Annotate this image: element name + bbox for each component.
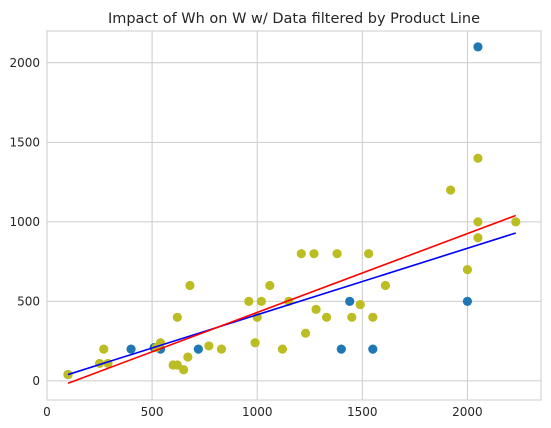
data-point — [368, 313, 377, 322]
chart-title: Impact of Wh on W w/ Data filtered by Pr… — [108, 11, 480, 27]
data-point — [381, 281, 390, 290]
data-point — [301, 329, 310, 338]
data-point — [368, 345, 377, 354]
data-point — [173, 313, 182, 322]
data-point — [511, 217, 520, 226]
data-point — [126, 345, 135, 354]
data-point — [251, 338, 260, 347]
data-point — [278, 345, 287, 354]
data-point — [337, 345, 346, 354]
data-point — [345, 297, 354, 306]
data-point — [99, 345, 108, 354]
data-point — [463, 265, 472, 274]
x-tick-label: 2000 — [452, 405, 483, 419]
x-tick-label: 500 — [141, 405, 164, 419]
data-point — [244, 297, 253, 306]
data-point — [473, 217, 482, 226]
data-point — [217, 345, 226, 354]
data-point — [257, 297, 266, 306]
y-tick-label: 500 — [17, 294, 40, 308]
data-point — [473, 154, 482, 163]
data-point — [322, 313, 331, 322]
data-point — [356, 300, 365, 309]
data-point — [347, 313, 356, 322]
data-point — [183, 352, 192, 361]
data-point — [311, 305, 320, 314]
y-tick-label: 1000 — [9, 215, 40, 229]
x-tick-label: 1000 — [242, 405, 273, 419]
data-point — [194, 345, 203, 354]
data-point — [185, 281, 194, 290]
data-point — [309, 249, 318, 258]
data-point — [265, 281, 274, 290]
data-point — [473, 233, 482, 242]
y-tick-label: 2000 — [9, 56, 40, 70]
data-point — [297, 249, 306, 258]
x-tick-label: 0 — [43, 405, 51, 419]
data-point — [364, 249, 373, 258]
data-point — [179, 365, 188, 374]
data-point — [446, 185, 455, 194]
data-point — [332, 249, 341, 258]
data-point — [204, 341, 213, 350]
y-tick-label: 1500 — [9, 135, 40, 149]
data-point — [463, 297, 472, 306]
data-point — [473, 42, 482, 51]
x-tick-label: 1500 — [347, 405, 378, 419]
y-tick-label: 0 — [32, 374, 40, 388]
